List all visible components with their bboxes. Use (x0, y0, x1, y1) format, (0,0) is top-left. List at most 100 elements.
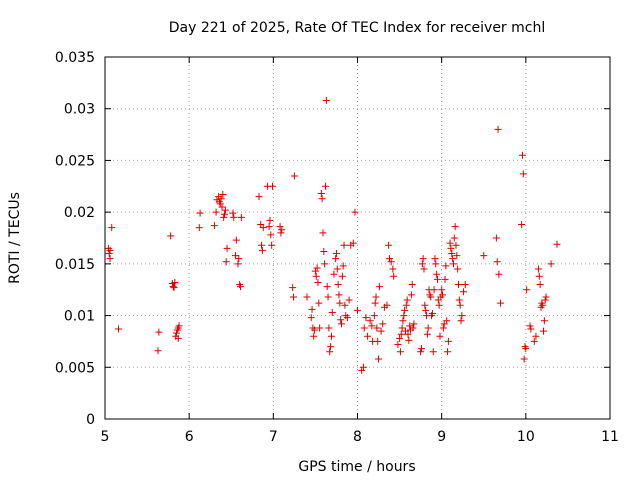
data-point (430, 286, 438, 294)
data-point (321, 260, 329, 268)
data-point (222, 258, 230, 266)
data-point (480, 252, 488, 260)
data-point (266, 216, 274, 224)
data-point (195, 224, 203, 232)
data-point (371, 299, 379, 307)
plot-frame (104, 56, 611, 420)
data-point (278, 226, 286, 234)
data-point (424, 324, 432, 332)
data-point (435, 301, 443, 309)
data-point (106, 246, 114, 254)
data-point (454, 265, 462, 273)
data-point (364, 332, 372, 340)
data-point (290, 172, 298, 180)
data-point (368, 322, 376, 330)
data-point (366, 317, 374, 325)
data-point (235, 255, 243, 263)
data-point (534, 265, 542, 273)
data-point (455, 281, 462, 289)
data-point (439, 291, 447, 299)
data-point (518, 221, 526, 229)
data-point (155, 328, 163, 336)
data-point (374, 337, 382, 345)
data-point (105, 250, 113, 258)
data-point (427, 293, 435, 301)
data-point (234, 260, 242, 268)
data-point (450, 234, 458, 242)
data-point (375, 355, 383, 363)
data-point (303, 293, 311, 301)
data-point (410, 320, 418, 328)
data-point (519, 170, 527, 178)
data-point (444, 348, 452, 356)
data-point (322, 96, 330, 104)
data-point (423, 330, 431, 338)
data-point (277, 229, 285, 237)
data-point (402, 301, 410, 309)
data-point (221, 210, 229, 218)
data-point (397, 330, 405, 338)
data-point (373, 324, 381, 332)
data-point (173, 329, 181, 337)
data-point (439, 324, 447, 332)
data-point (442, 262, 450, 270)
data-point (443, 317, 451, 325)
data-point (458, 312, 466, 320)
data-point (230, 213, 238, 221)
y-tick-label: 0.005 (55, 360, 95, 376)
data-point (114, 325, 122, 333)
data-point (520, 355, 528, 363)
data-point (420, 265, 428, 273)
data-point (237, 283, 245, 291)
data-point (522, 345, 530, 353)
y-tick-label: 0.02 (64, 205, 95, 221)
data-point (317, 190, 325, 198)
data-point (333, 265, 341, 273)
data-point (268, 182, 276, 190)
data-point (535, 272, 543, 280)
data-point (401, 306, 409, 314)
data-point (403, 296, 411, 304)
data-point (216, 200, 224, 208)
data-point (457, 317, 465, 325)
data-point (341, 301, 349, 309)
data-point (170, 284, 178, 292)
data-point (398, 324, 406, 332)
data-point (169, 283, 177, 291)
data-point (290, 293, 298, 301)
data-point (449, 260, 457, 268)
y-tick-label: 0.03 (64, 102, 95, 118)
data-point (362, 314, 370, 322)
data-point (408, 281, 416, 289)
data-point (307, 314, 315, 322)
y-axis-label: ROTI / TECUs (7, 192, 23, 284)
data-point (322, 182, 330, 190)
data-point (418, 260, 426, 268)
data-point (255, 193, 263, 201)
data-point (325, 324, 333, 332)
y-tick-label: 0 (86, 412, 95, 428)
data-point (289, 284, 297, 292)
data-point (311, 326, 319, 334)
data-point (449, 255, 457, 263)
data-point (210, 222, 218, 230)
data-point (540, 317, 548, 325)
data-point (389, 265, 397, 273)
data-point (385, 255, 393, 263)
data-point (336, 299, 344, 307)
data-point (492, 234, 500, 242)
data-point (540, 327, 548, 335)
data-point (497, 299, 505, 307)
data-point (383, 301, 391, 309)
data-point (539, 301, 547, 309)
data-point (438, 286, 446, 294)
data-point (433, 275, 441, 283)
data-point (536, 281, 544, 289)
data-point (316, 324, 324, 332)
data-point (405, 336, 413, 344)
data-point (493, 258, 501, 266)
data-point (340, 241, 348, 249)
data-point (419, 255, 427, 263)
data-point (339, 262, 347, 270)
data-point (320, 247, 328, 255)
